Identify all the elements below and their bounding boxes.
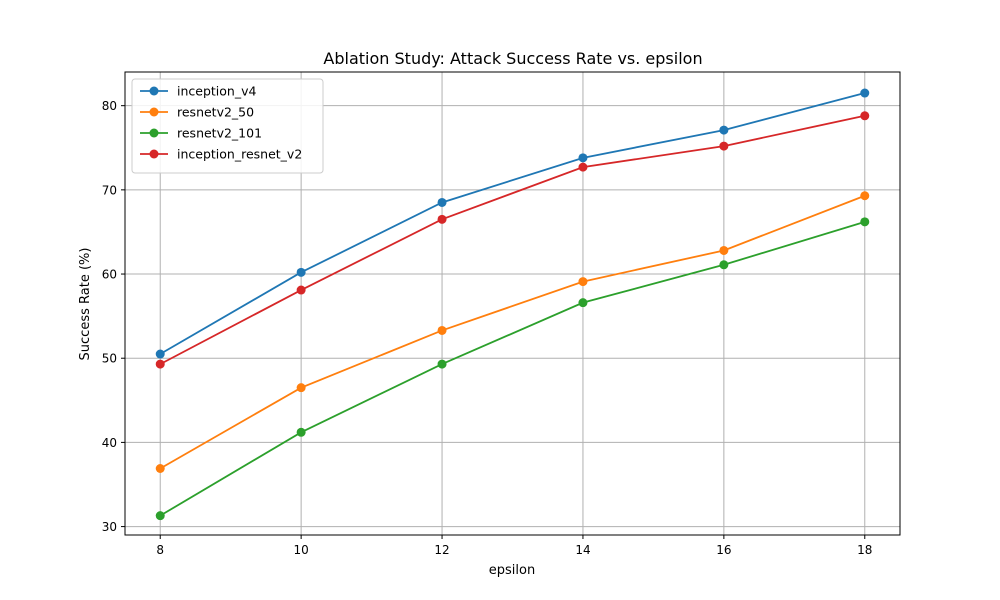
data-point [578, 153, 588, 163]
x-tick-label: 8 [156, 543, 164, 557]
y-tick-label: 80 [102, 99, 117, 113]
x-tick-label: 12 [434, 543, 449, 557]
y-tick-label: 30 [102, 520, 117, 534]
x-tick-label: 16 [716, 543, 731, 557]
legend-item: resnetv2_50 [140, 105, 254, 120]
legend-label: inception_v4 [177, 84, 256, 99]
legend-label: inception_resnet_v2 [177, 147, 302, 162]
series-group [155, 88, 870, 521]
data-point [296, 285, 306, 295]
plot-frame [124, 71, 901, 536]
data-point [719, 260, 729, 270]
legend-item: inception_resnet_v2 [140, 147, 302, 162]
data-point [860, 111, 870, 121]
data-point [437, 214, 447, 224]
series-inception_resnet_v2 [155, 111, 870, 369]
data-point [578, 298, 588, 308]
y-tick-label: 60 [102, 268, 117, 282]
data-point [437, 325, 447, 335]
chart-title: Ablation Study: Attack Success Rate vs. … [323, 49, 702, 68]
data-point [296, 427, 306, 437]
data-point [296, 383, 306, 393]
x-axis-label: epsilon [489, 563, 535, 578]
legend-marker [149, 149, 159, 159]
legend-box [131, 78, 324, 174]
data-point [296, 267, 306, 277]
data-point [155, 463, 165, 473]
y-axis-label: Success Rate (%) [78, 248, 93, 361]
series-resnetv2_101 [155, 217, 870, 521]
legend-item: inception_v4 [140, 84, 256, 99]
data-point [719, 141, 729, 151]
series-inception_v4 [155, 88, 870, 359]
data-point [155, 511, 165, 521]
data-point [719, 245, 729, 255]
data-point [860, 88, 870, 98]
y-tick-label: 70 [102, 183, 117, 197]
series-line [159, 220, 866, 517]
series-line [159, 194, 866, 470]
data-point [719, 125, 729, 135]
axis-ticks: 8 10 12 14 16 18 30 40 50 60 70 80 [102, 99, 873, 557]
data-point [155, 359, 165, 369]
series-resnetv2_50 [155, 191, 870, 473]
data-point [860, 191, 870, 201]
legend: inception_v4 resnetv2_50 resnetv2_101incep… [131, 78, 324, 174]
data-point [155, 349, 165, 359]
series-line [159, 114, 865, 365]
series-line [159, 92, 866, 355]
x-tick-label: 18 [857, 543, 872, 557]
x-tick-label: 10 [293, 543, 308, 557]
legend-label: resnetv2_101 [177, 126, 262, 141]
data-point [437, 197, 447, 207]
legend-label: resnetv2_50 [177, 105, 254, 120]
data-point [578, 277, 588, 287]
legend-item: resnetv2_101 [140, 126, 262, 141]
data-point [578, 162, 588, 172]
y-tick-label: 50 [102, 352, 117, 366]
y-tick-label: 40 [102, 436, 117, 450]
legend-marker [149, 86, 159, 96]
data-point [437, 359, 447, 369]
x-tick-label: 14 [575, 543, 590, 557]
legend-marker [149, 107, 159, 117]
data-point [860, 217, 870, 227]
legend-marker [149, 128, 159, 138]
